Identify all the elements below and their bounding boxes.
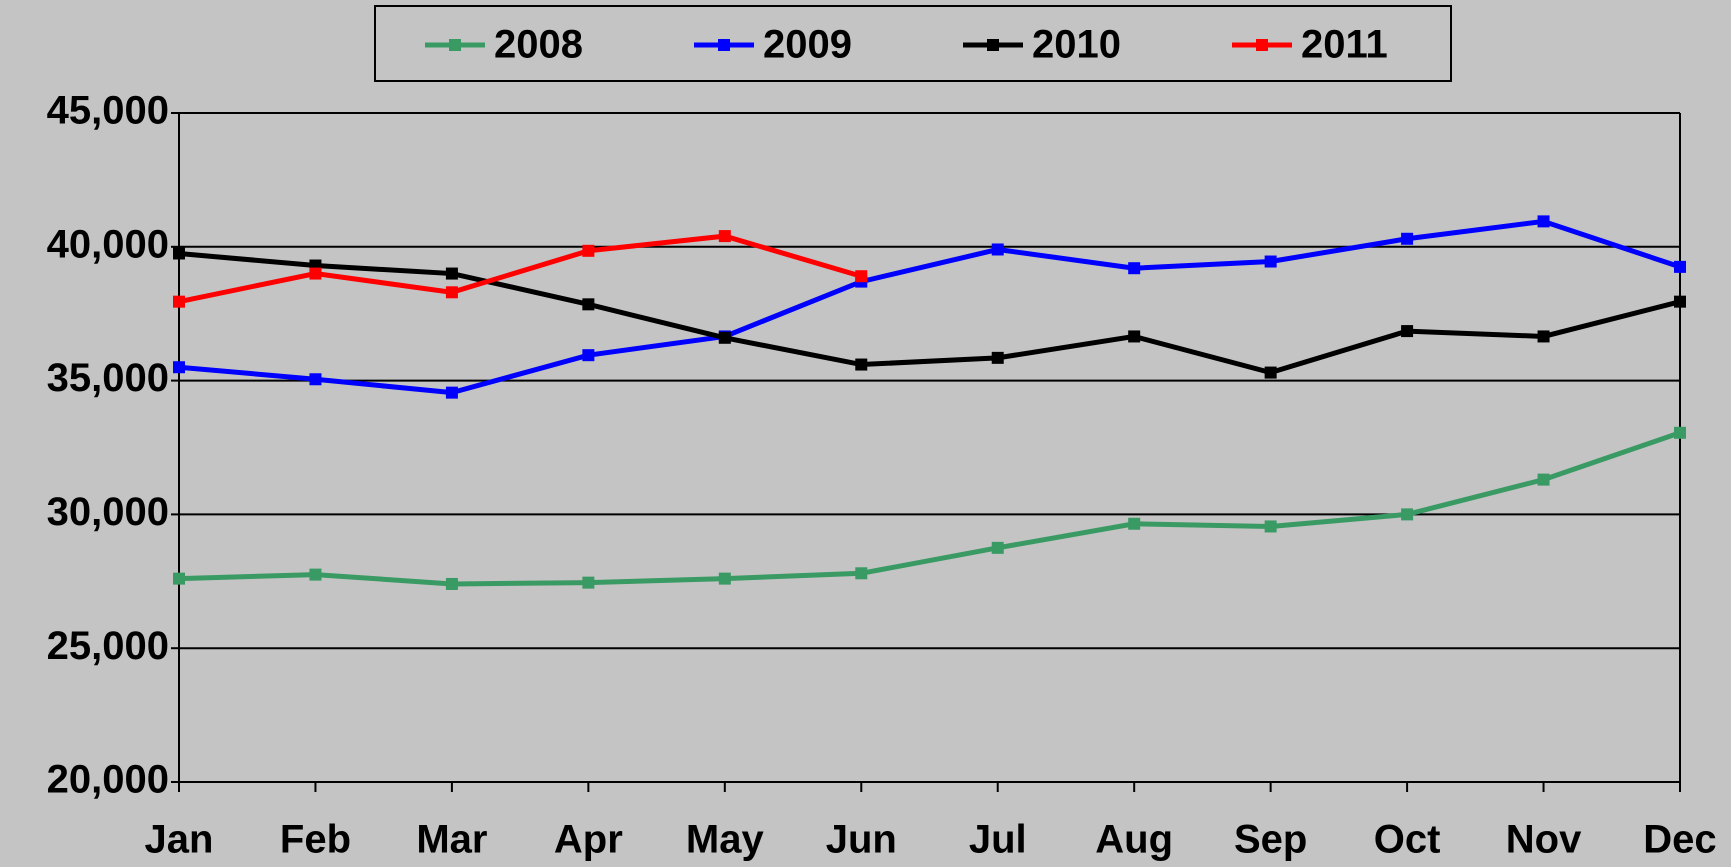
x-tick-label: May bbox=[686, 818, 765, 862]
point-marker bbox=[1401, 232, 1414, 245]
x-tick-label: Nov bbox=[1506, 818, 1582, 862]
x-tick-label: Jan bbox=[145, 818, 214, 862]
series-line bbox=[178, 430, 1681, 587]
y-tick-label: 45,000 bbox=[47, 89, 169, 133]
x-tick-label: Oct bbox=[1374, 818, 1441, 862]
point-marker bbox=[173, 572, 185, 585]
legend-label: 2011 bbox=[1301, 23, 1388, 67]
x-tick-label: Jun bbox=[826, 818, 897, 862]
legend-marker bbox=[987, 39, 999, 51]
legend-marker bbox=[718, 39, 730, 51]
point-marker bbox=[1128, 262, 1141, 275]
legend-label: 2008 bbox=[494, 23, 583, 67]
series-line bbox=[178, 218, 1681, 396]
point-marker bbox=[1264, 255, 1277, 268]
point-marker bbox=[991, 351, 1004, 364]
legend-marker bbox=[1256, 39, 1268, 51]
point-marker bbox=[1537, 473, 1550, 486]
y-tick-label: 20,000 bbox=[47, 758, 169, 802]
point-marker bbox=[991, 243, 1004, 256]
point-marker bbox=[445, 577, 458, 590]
point-marker bbox=[1264, 366, 1277, 379]
point-marker bbox=[173, 361, 185, 374]
point-marker bbox=[1128, 517, 1141, 530]
point-marker bbox=[1264, 520, 1277, 533]
x-tick-label: Jul bbox=[969, 818, 1027, 862]
point-marker bbox=[309, 373, 322, 386]
point-marker bbox=[582, 576, 595, 589]
point-marker bbox=[1401, 325, 1414, 338]
point-marker bbox=[1401, 508, 1414, 521]
point-marker bbox=[1537, 215, 1550, 228]
point-marker bbox=[1674, 260, 1686, 273]
point-marker bbox=[582, 244, 595, 257]
point-marker bbox=[445, 386, 458, 399]
point-marker bbox=[991, 541, 1004, 554]
y-tick-label: 30,000 bbox=[47, 490, 169, 534]
point-marker bbox=[173, 247, 185, 260]
point-marker bbox=[309, 568, 322, 581]
point-marker bbox=[1128, 330, 1141, 343]
series-line bbox=[178, 233, 862, 305]
legend-label: 2010 bbox=[1032, 23, 1121, 67]
point-marker bbox=[855, 567, 868, 580]
point-marker bbox=[173, 295, 185, 308]
x-tick-label: Dec bbox=[1643, 818, 1716, 862]
y-tick-label: 40,000 bbox=[47, 222, 169, 266]
point-marker bbox=[445, 286, 458, 299]
point-marker bbox=[718, 230, 731, 243]
x-tick-label: Aug bbox=[1095, 818, 1173, 862]
point-marker bbox=[855, 358, 868, 371]
point-marker bbox=[582, 349, 595, 362]
point-marker bbox=[855, 270, 868, 283]
y-tick-label: 35,000 bbox=[47, 356, 169, 400]
legend-marker bbox=[449, 39, 461, 51]
x-tick-label: Apr bbox=[554, 818, 623, 862]
legend-label: 2009 bbox=[763, 23, 852, 67]
point-marker bbox=[445, 267, 458, 280]
point-marker bbox=[718, 572, 731, 585]
point-marker bbox=[718, 331, 731, 344]
point-marker bbox=[1674, 426, 1686, 439]
x-tick-label: Mar bbox=[416, 818, 487, 862]
point-marker bbox=[1674, 295, 1686, 308]
series-line bbox=[178, 250, 1681, 376]
y-tick-label: 25,000 bbox=[47, 624, 169, 668]
x-tick-label: Sep bbox=[1234, 818, 1307, 862]
point-marker bbox=[582, 298, 595, 311]
x-tick-label: Feb bbox=[280, 818, 351, 862]
point-marker bbox=[1537, 330, 1550, 343]
point-marker bbox=[309, 267, 322, 280]
